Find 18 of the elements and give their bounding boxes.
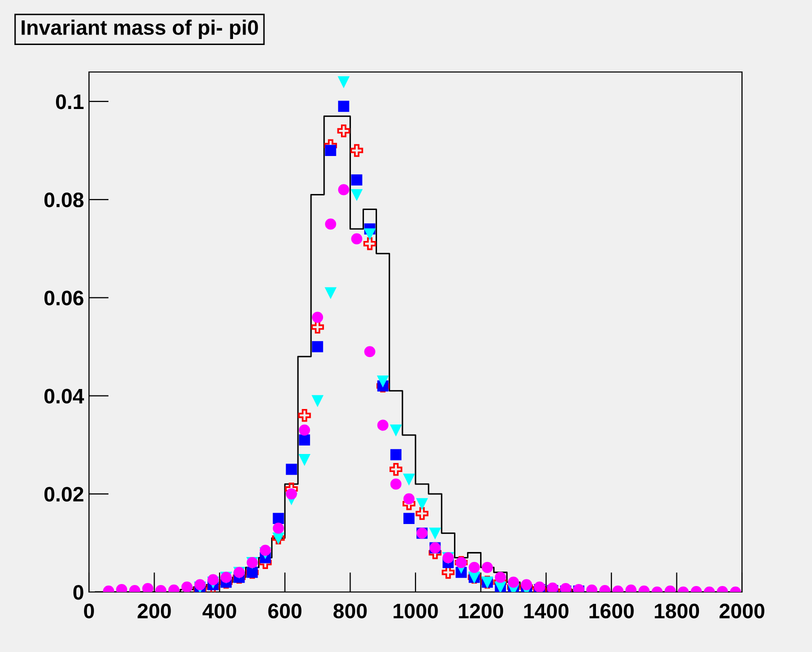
chart-title: Invariant mass of pi- pi0 [22,20,258,40]
x-tick-label: 1600 [590,604,634,618]
x-tick-label: 1200 [458,604,504,618]
y-tick-label: 0.08 [44,192,84,208]
y-tick-label: 0.04 [44,388,84,404]
y-tick-label: 0.1 [56,94,84,110]
x-tick-label: 800 [333,604,367,618]
x-tick-label: 1800 [654,604,700,618]
x-tick-label: 0 [84,604,94,618]
y-tick-label: 0.02 [44,486,84,502]
x-tick-label: 200 [138,604,171,618]
x-tick-label: 400 [202,604,236,618]
x-tick-label: 1400 [524,604,568,618]
x-tick-label: 600 [268,604,302,618]
x-tick-label: 1000 [394,604,438,618]
y-tick-label: 0.06 [44,290,84,306]
y-tick-label: 0 [73,585,84,600]
x-tick-label: 2000 [720,604,764,618]
